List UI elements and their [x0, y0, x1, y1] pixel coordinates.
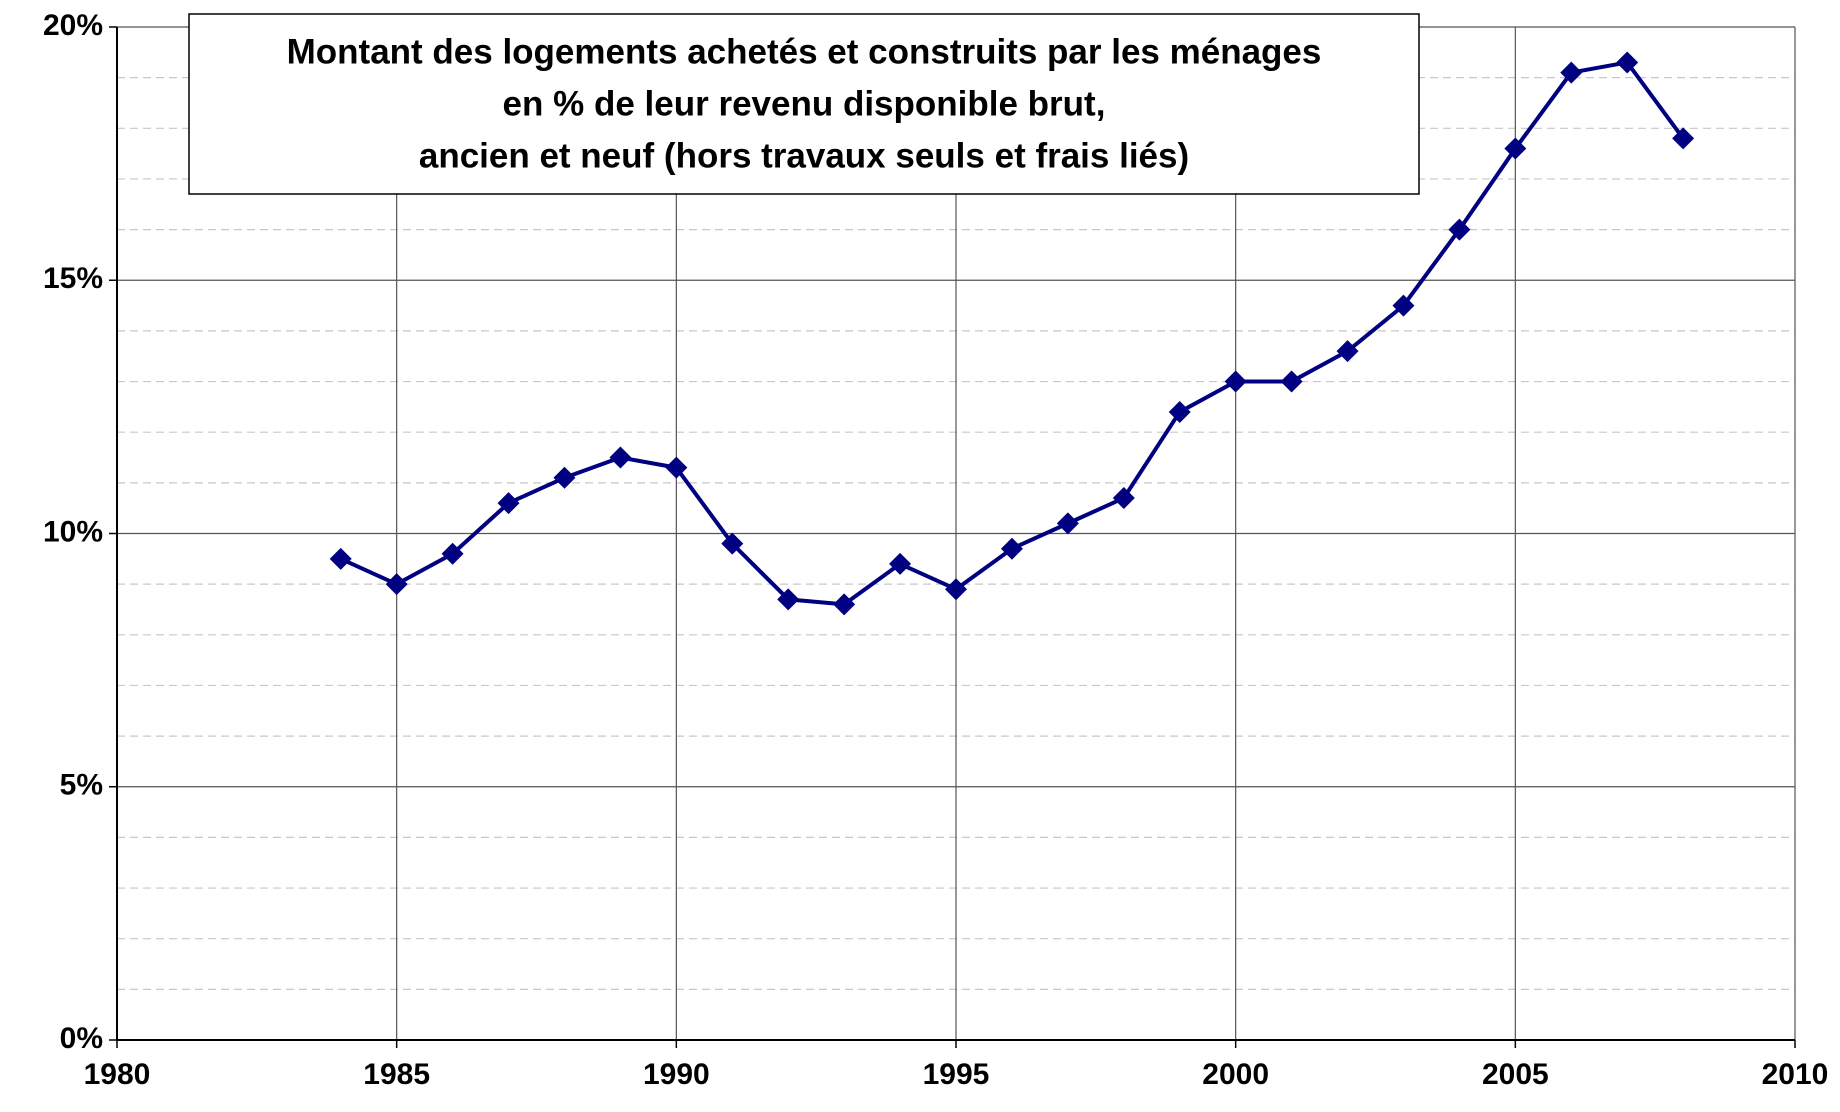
y-tick-label: 20%	[43, 9, 103, 42]
marker	[609, 446, 632, 469]
marker	[1392, 294, 1415, 317]
x-tick-label: 2000	[1202, 1058, 1269, 1091]
y-tick-label: 5%	[60, 769, 103, 802]
marker	[1504, 137, 1527, 160]
marker	[1112, 487, 1135, 510]
marker	[1560, 61, 1583, 84]
marker	[833, 593, 856, 616]
marker	[1224, 370, 1247, 393]
marker	[1056, 512, 1079, 535]
x-tick-label: 1995	[923, 1058, 990, 1091]
marker	[441, 542, 464, 565]
marker	[1280, 370, 1303, 393]
marker	[329, 547, 352, 570]
y-tick-label: 0%	[60, 1022, 103, 1055]
marker	[1672, 127, 1695, 150]
title-box	[188, 13, 1420, 195]
marker	[553, 466, 576, 489]
marker	[385, 573, 408, 596]
marker	[497, 492, 520, 515]
marker	[777, 588, 800, 611]
x-tick-label: 1980	[84, 1058, 151, 1091]
x-tick-label: 1985	[363, 1058, 430, 1091]
chart-title: en % de leur revenu disponible brut,	[503, 84, 1106, 123]
marker	[1616, 51, 1639, 74]
marker	[721, 532, 744, 555]
x-tick-label: 2005	[1482, 1058, 1549, 1091]
marker	[889, 552, 912, 575]
marker	[665, 456, 688, 479]
y-tick-label: 15%	[43, 262, 103, 295]
y-tick-label: 10%	[43, 515, 103, 548]
marker	[1448, 218, 1471, 241]
chart-title: Montant des logements achetés et constru…	[287, 32, 1322, 71]
x-tick-label: 2010	[1762, 1058, 1829, 1091]
marker	[1168, 400, 1191, 423]
chart-title: ancien et neuf (hors travaux seuls et fr…	[419, 136, 1189, 175]
x-tick-label: 1990	[643, 1058, 710, 1091]
marker	[1000, 537, 1023, 560]
marker	[1336, 340, 1359, 363]
marker	[945, 578, 967, 601]
